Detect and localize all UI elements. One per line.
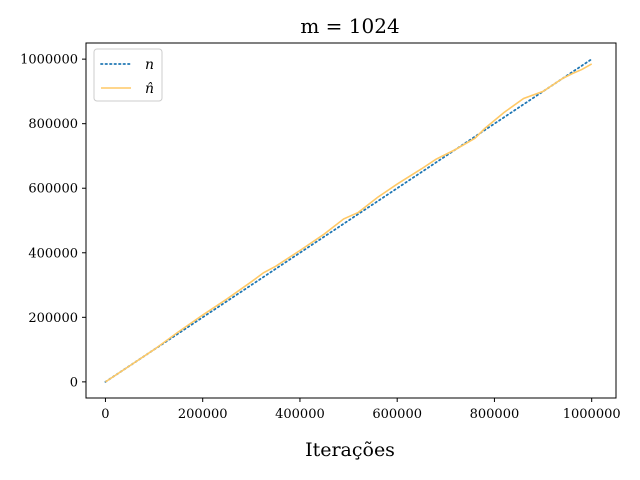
x-tick-label: 400000 — [275, 407, 325, 422]
plot-area — [104, 58, 593, 383]
legend-label-n-hat: n̂ — [145, 81, 154, 97]
chart-title: m = 1024 — [300, 14, 399, 38]
y-tick-label: 200000 — [28, 311, 78, 326]
x-tick-label: 200000 — [178, 407, 228, 422]
series-line-n — [104, 58, 593, 383]
x-tick-label: 600000 — [372, 407, 422, 422]
y-axis: 0 200000 400000 600000 800000 1000000 — [20, 53, 86, 390]
y-tick-label: 400000 — [28, 246, 78, 261]
y-tick-label: 0 — [70, 375, 78, 390]
x-tick-label: 800000 — [470, 407, 520, 422]
x-axis-label: Iterações — [305, 439, 395, 461]
x-tick-label: 1000000 — [563, 407, 621, 422]
series-line-n-hat — [105, 63, 593, 383]
legend: n n̂ — [93, 48, 163, 102]
y-tick-label: 800000 — [28, 117, 78, 132]
plot-frame — [85, 42, 617, 399]
y-tick-label: 1000000 — [20, 53, 78, 68]
x-tick-label: 0 — [101, 407, 109, 422]
legend-label-n: n — [145, 57, 154, 73]
x-axis: 0 200000 400000 600000 800000 1000000 — [101, 398, 621, 422]
y-tick-label: 600000 — [28, 182, 78, 197]
